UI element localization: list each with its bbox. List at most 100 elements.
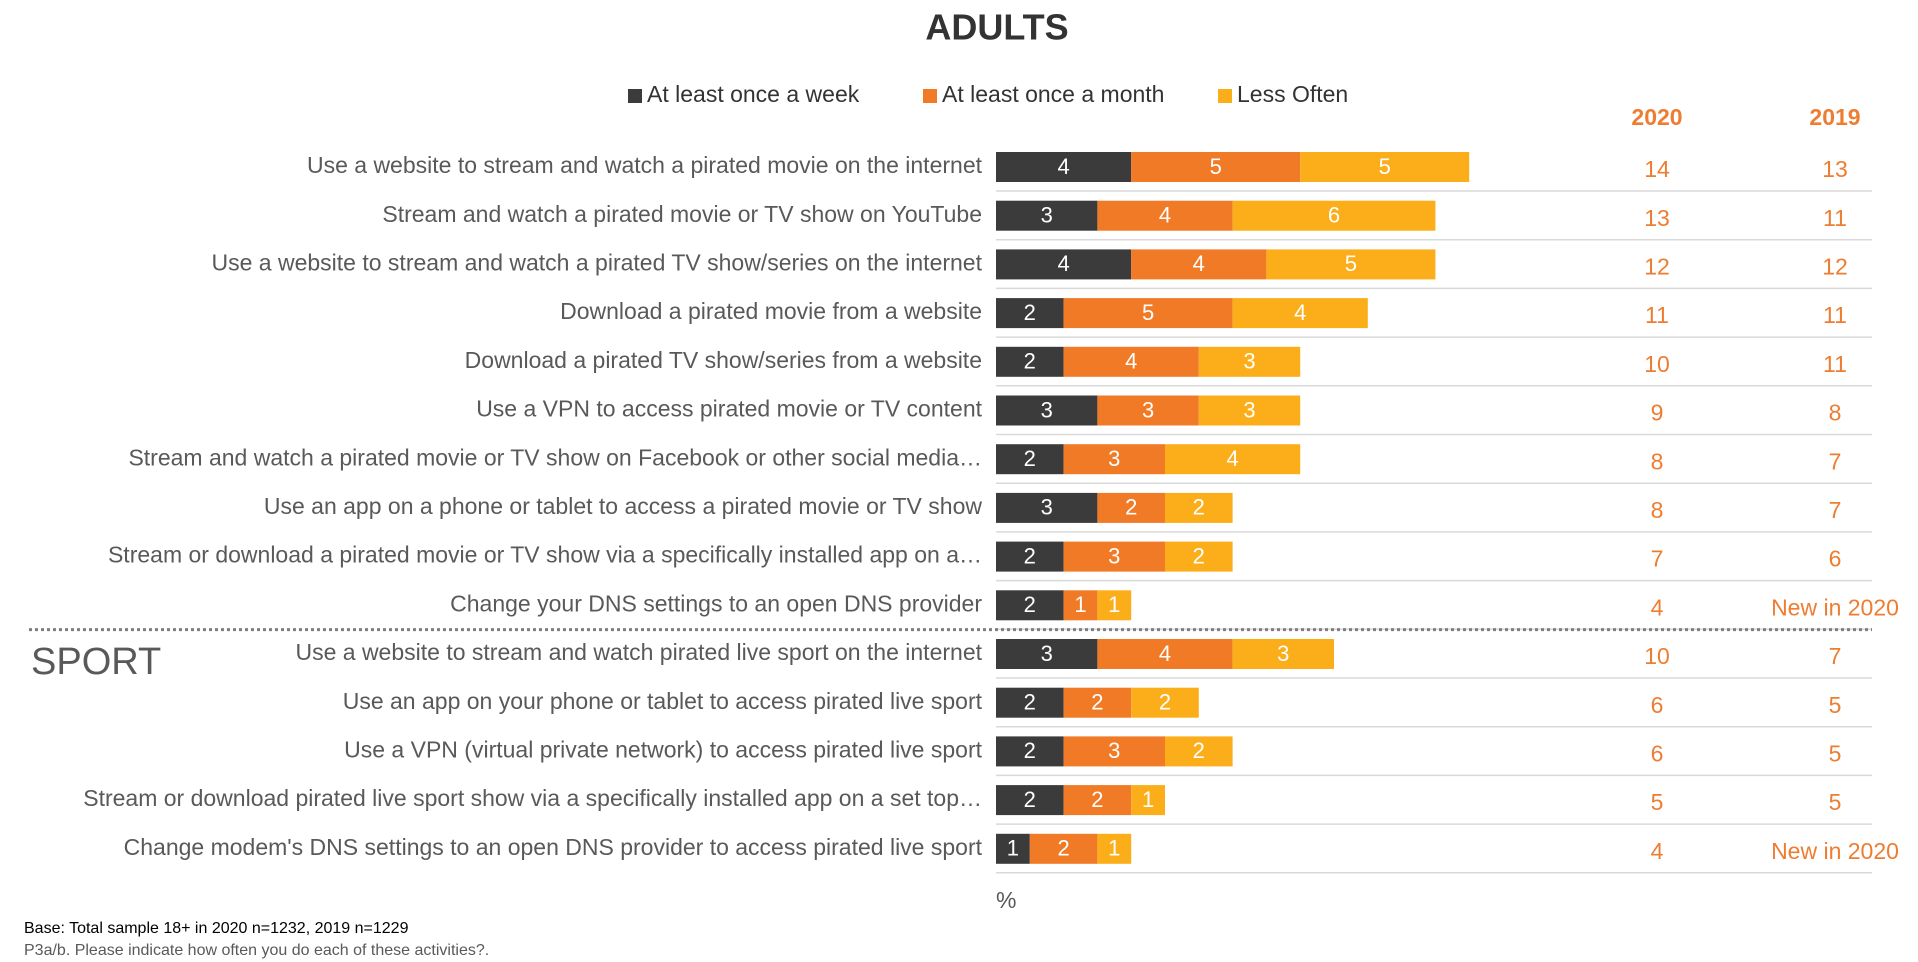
bar-segment xyxy=(1063,444,1165,475)
column-header: 2020 xyxy=(1631,104,1682,130)
bar-segment xyxy=(1131,785,1165,816)
data-label: 1 xyxy=(1074,592,1086,617)
bar-segment xyxy=(996,687,1064,718)
category-label: Change your DNS settings to an open DNS … xyxy=(450,590,982,616)
data-label: 4 xyxy=(1159,641,1171,666)
data-label: 4 xyxy=(1193,251,1205,276)
bar-segment xyxy=(1300,152,1470,182)
data-label: 5 xyxy=(1142,300,1154,325)
bar-segment xyxy=(996,395,1098,426)
data-label: 2 xyxy=(1024,349,1036,374)
bar-segment xyxy=(996,444,1064,475)
column-value: 11 xyxy=(1823,302,1847,328)
data-label: 2 xyxy=(1024,738,1036,763)
column-value: 10 xyxy=(1644,351,1670,377)
column-value: 7 xyxy=(1651,546,1664,572)
category-label: Stream and watch a pirated movie or TV s… xyxy=(382,201,982,227)
column-value: 13 xyxy=(1644,205,1670,231)
legend-swatch xyxy=(628,89,642,103)
data-label: 4 xyxy=(1057,154,1069,179)
category-label: Use an app on a phone or tablet to acces… xyxy=(264,493,983,519)
data-label: 2 xyxy=(1057,836,1069,861)
data-label: 3 xyxy=(1041,397,1053,422)
bar-segment xyxy=(996,541,1064,572)
column-value: 6 xyxy=(1651,740,1664,766)
category-label: Use a VPN to access pirated movie or TV … xyxy=(476,396,982,422)
data-label: 4 xyxy=(1057,251,1069,276)
data-label: 2 xyxy=(1024,300,1036,325)
bar-segment xyxy=(1097,833,1132,864)
bar-segment xyxy=(996,639,1098,669)
legend-swatch xyxy=(1218,89,1232,103)
category-label: Use an app on your phone or tablet to ac… xyxy=(343,688,983,714)
legend-swatch xyxy=(923,89,937,103)
section-label: SPORT xyxy=(31,641,161,683)
column-value: 7 xyxy=(1829,448,1842,474)
data-label: 5 xyxy=(1379,154,1391,179)
bar-segment xyxy=(1063,590,1098,621)
data-label: 2 xyxy=(1125,495,1137,520)
column-value: 4 xyxy=(1651,838,1664,864)
data-label: 3 xyxy=(1108,543,1120,568)
data-label: 2 xyxy=(1159,690,1171,715)
data-label: 3 xyxy=(1108,446,1120,471)
data-label: 1 xyxy=(1007,836,1019,861)
column-value: 8 xyxy=(1651,497,1664,523)
column-value: New in 2020 xyxy=(1771,594,1899,620)
bar-segment xyxy=(996,785,1064,816)
category-label: Stream and watch a pirated movie or TV s… xyxy=(128,444,982,470)
legend-label: At least once a week xyxy=(647,81,860,107)
column-value: 6 xyxy=(1829,546,1842,572)
bar-segment xyxy=(1063,687,1132,718)
column-value: 5 xyxy=(1651,789,1664,815)
bar-segment xyxy=(996,736,1064,767)
data-label: 3 xyxy=(1142,397,1154,422)
bar-segment xyxy=(996,833,1030,864)
bar-segment xyxy=(1097,639,1233,669)
data-label: 3 xyxy=(1041,203,1053,228)
bar-segment xyxy=(1131,687,1199,718)
bar-segment xyxy=(1165,444,1301,475)
bar-segment xyxy=(996,200,1098,231)
x-axis-label: % xyxy=(996,887,1016,913)
bar-segment xyxy=(996,492,1098,523)
chart-title: ADULTS xyxy=(925,7,1068,48)
data-label: 2 xyxy=(1091,787,1103,812)
bar-segment xyxy=(1097,395,1199,426)
column-value: 11 xyxy=(1645,302,1669,328)
data-label: 6 xyxy=(1328,203,1340,228)
column-value: New in 2020 xyxy=(1771,838,1899,864)
data-label: 3 xyxy=(1041,495,1053,520)
data-label: 2 xyxy=(1193,495,1205,520)
data-label: 3 xyxy=(1243,397,1255,422)
data-label: 2 xyxy=(1024,787,1036,812)
column-value: 7 xyxy=(1829,643,1842,669)
bar-segment xyxy=(1165,736,1233,767)
column-value: 5 xyxy=(1829,692,1842,718)
data-label: 5 xyxy=(1345,251,1357,276)
bar-segment xyxy=(1131,152,1301,182)
bar-segment xyxy=(996,249,1132,280)
bar-segment xyxy=(1232,200,1436,231)
category-label: Stream or download pirated live sport sh… xyxy=(83,785,982,811)
column-value: 9 xyxy=(1651,400,1664,426)
column-value: 5 xyxy=(1829,789,1842,815)
data-label: 3 xyxy=(1243,349,1255,374)
bar-segment xyxy=(996,346,1064,377)
category-label: Use a website to stream and watch pirate… xyxy=(295,639,982,665)
bar-segment xyxy=(1097,590,1132,621)
bar-segment xyxy=(1097,492,1165,523)
column-value: 6 xyxy=(1651,692,1664,718)
data-label: 4 xyxy=(1159,203,1171,228)
note: Base: Total sample 18+ in 2020 n=1232, 2… xyxy=(24,920,409,937)
data-label: 2 xyxy=(1091,690,1103,715)
data-label: 2 xyxy=(1193,738,1205,763)
data-label: 3 xyxy=(1041,641,1053,666)
column-value: 12 xyxy=(1644,253,1670,279)
legend-label: Less Often xyxy=(1237,81,1348,107)
data-label: 4 xyxy=(1226,446,1238,471)
column-value: 13 xyxy=(1822,156,1848,182)
bar-segment xyxy=(1131,249,1267,280)
bar-segment xyxy=(1198,346,1301,377)
